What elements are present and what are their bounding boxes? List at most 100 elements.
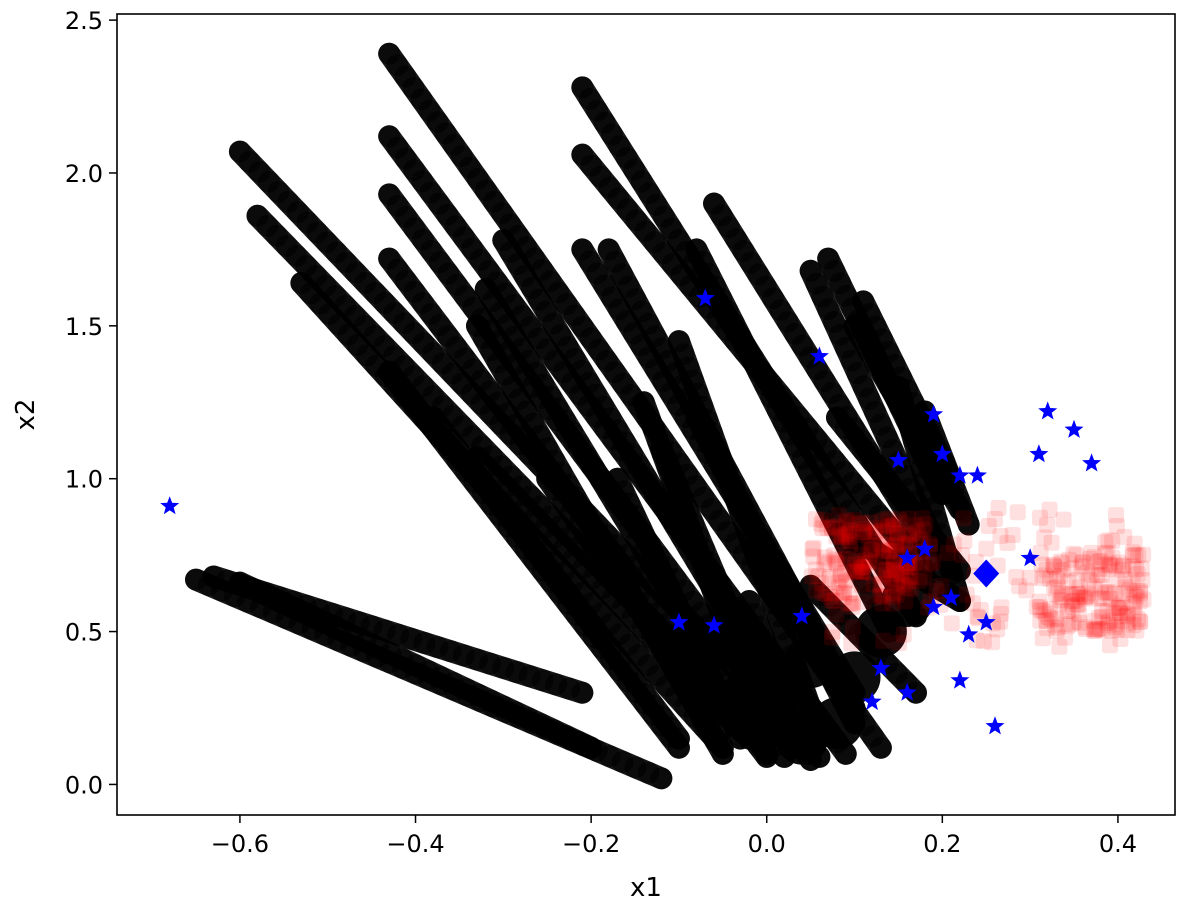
cluster-point <box>1129 566 1146 583</box>
cluster-point <box>1135 591 1152 608</box>
star-point <box>871 658 891 677</box>
cluster-point <box>1116 528 1133 545</box>
cluster-point <box>1094 602 1111 619</box>
cluster-point <box>895 576 912 593</box>
cluster-point <box>1125 595 1142 612</box>
x-axis-label: x1 <box>630 873 662 903</box>
cluster-point <box>845 595 862 612</box>
cluster-point <box>882 537 899 554</box>
cluster-point <box>1079 564 1096 581</box>
cluster-point <box>818 553 835 570</box>
cluster-point <box>808 582 825 599</box>
cluster-point <box>892 564 909 581</box>
trajectory-point <box>667 727 690 750</box>
cluster-point <box>1125 617 1142 634</box>
cluster-point <box>875 632 892 649</box>
cluster-point <box>885 522 902 539</box>
cluster-point <box>888 534 905 551</box>
cluster-point <box>888 574 905 591</box>
cluster-point <box>1037 605 1054 622</box>
cluster-point <box>1132 584 1149 601</box>
cluster-point <box>814 520 831 537</box>
y-tick-label: 0.5 <box>65 619 103 647</box>
cluster-point <box>831 527 848 544</box>
cluster-point <box>1038 612 1055 629</box>
cluster-point <box>1032 612 1049 629</box>
cluster-point <box>1090 590 1107 607</box>
cluster-point <box>1099 544 1116 561</box>
cluster-point <box>1059 618 1076 635</box>
cluster-point <box>1099 615 1116 632</box>
cluster-point <box>1075 589 1092 606</box>
cluster-point <box>838 525 855 542</box>
x-tick-label: −0.4 <box>386 830 444 858</box>
trajectory-point <box>784 636 837 689</box>
cluster-point <box>992 605 1009 622</box>
cluster-point <box>1097 584 1114 601</box>
cluster-point <box>866 525 883 542</box>
cluster-point <box>1093 590 1110 607</box>
trajectory-point <box>571 681 594 704</box>
y-tick-label: 0.0 <box>65 771 103 799</box>
x-tick-label: 0.0 <box>748 830 786 858</box>
cluster-point <box>1100 532 1117 549</box>
cluster-point <box>1004 526 1021 543</box>
cluster-point <box>886 584 903 601</box>
cluster-point <box>1062 616 1079 633</box>
cluster-point <box>838 514 855 531</box>
star-point <box>1082 453 1102 472</box>
cluster-point <box>1060 573 1077 590</box>
cluster-point <box>1051 638 1068 655</box>
cluster-point <box>855 558 872 575</box>
cluster-point <box>1086 580 1103 597</box>
cluster-point <box>1100 555 1117 572</box>
cluster-point <box>815 512 832 529</box>
cluster-point <box>872 586 889 603</box>
cluster-point <box>913 553 930 570</box>
cluster-point <box>1077 621 1094 638</box>
cluster-point <box>1041 570 1058 587</box>
cluster-point <box>901 537 918 554</box>
cluster-point <box>1128 588 1145 605</box>
x-tick-label: 0.2 <box>923 830 961 858</box>
cluster-point <box>1119 615 1136 632</box>
star-point <box>932 444 952 463</box>
star-point <box>950 465 970 484</box>
cluster-point <box>840 595 857 612</box>
cluster-point <box>875 569 892 586</box>
cluster-point <box>1101 584 1118 601</box>
cluster-point <box>881 543 898 560</box>
cluster-point <box>1083 566 1100 583</box>
cluster-point <box>984 634 1001 651</box>
cluster-point <box>835 589 852 606</box>
cluster-point <box>889 579 906 596</box>
cluster-point <box>1112 605 1129 622</box>
cluster-point <box>1126 598 1143 615</box>
cluster-point <box>852 563 869 580</box>
cluster-point <box>1097 534 1114 551</box>
cluster-point <box>1120 605 1137 622</box>
cluster-point <box>900 572 917 589</box>
cluster-point <box>1048 623 1065 640</box>
cluster-point <box>1087 621 1104 638</box>
cluster-point <box>1050 619 1067 636</box>
star-point <box>959 624 979 643</box>
cluster-point <box>1107 619 1124 636</box>
cluster-point <box>1106 585 1123 602</box>
cluster-point <box>861 537 878 554</box>
cluster-point <box>890 511 907 528</box>
cluster-point <box>1114 612 1131 629</box>
cluster-point <box>873 576 890 593</box>
cluster-point <box>1070 596 1087 613</box>
cluster-point <box>1069 586 1086 603</box>
cluster-point <box>813 575 830 592</box>
cluster-point <box>1115 608 1132 625</box>
cluster-point <box>1101 637 1118 654</box>
cluster-point <box>1028 599 1045 616</box>
cluster-point <box>830 574 847 591</box>
cluster-point <box>1103 622 1120 639</box>
diamond-point <box>973 559 1000 588</box>
cluster-point <box>897 536 914 553</box>
cluster-point <box>1048 611 1065 628</box>
cluster-point <box>821 588 838 605</box>
